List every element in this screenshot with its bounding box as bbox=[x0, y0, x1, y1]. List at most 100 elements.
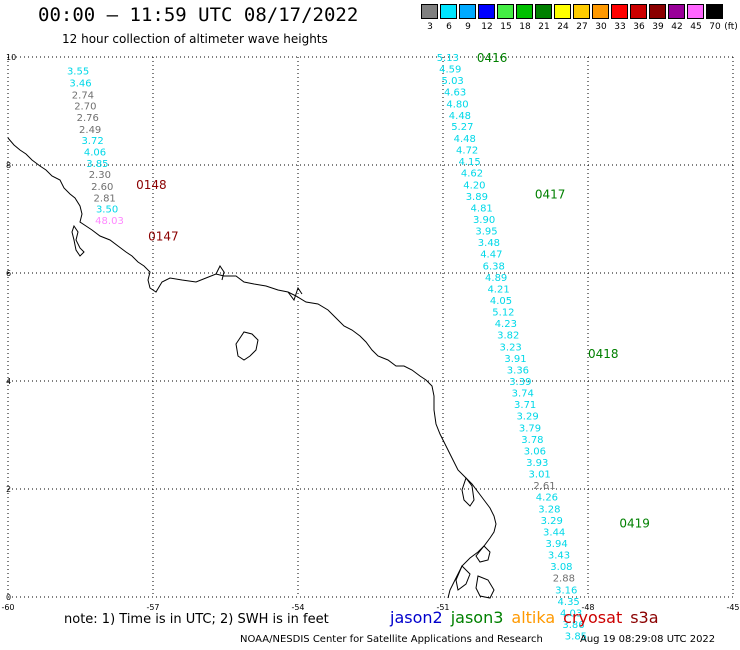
wave-height-value: 3.74 bbox=[512, 388, 534, 399]
coastline bbox=[7, 137, 497, 599]
wave-height-labels: 3.553.462.742.702.762.493.724.063.852.30… bbox=[67, 51, 650, 642]
legend-swatch bbox=[516, 4, 533, 19]
legend-bin-label: 15 bbox=[500, 22, 512, 32]
wave-height-value: 3.28 bbox=[538, 504, 560, 515]
coastline-main bbox=[7, 137, 497, 599]
wave-height-value: 3.36 bbox=[507, 366, 529, 377]
wave-height-value: 3.46 bbox=[69, 78, 91, 89]
latitude-tick-label: 4 bbox=[6, 377, 11, 386]
legend-bin-label: 33 bbox=[614, 22, 626, 32]
legend-swatch bbox=[592, 4, 609, 19]
wave-height-value: 2.49 bbox=[79, 125, 101, 136]
wave-height-value: 3.06 bbox=[524, 447, 546, 458]
satellite-name-cryosat: cryosat bbox=[563, 608, 623, 627]
legend-swatch bbox=[687, 4, 704, 19]
wave-height-value: 3.23 bbox=[500, 342, 522, 353]
wave-height-value: 4.35 bbox=[558, 597, 580, 608]
wave-height-value: 3.95 bbox=[475, 226, 497, 237]
latitude-tick-label: 0 bbox=[6, 593, 11, 602]
lat-lon-grid bbox=[7, 56, 734, 598]
wave-height-value: 4.59 bbox=[439, 64, 461, 75]
credit-line: NOAA/NESDIS Center for Satellite Applica… bbox=[240, 634, 543, 645]
satellite-name-jason2: jason2 bbox=[390, 608, 443, 627]
wave-height-value: 4.20 bbox=[463, 180, 485, 191]
wave-height-value: 2.70 bbox=[74, 102, 96, 113]
wave-height-value: 4.63 bbox=[444, 88, 466, 99]
legend-swatch bbox=[440, 4, 457, 19]
longitude-tick-label: -45 bbox=[726, 603, 739, 612]
wave-height-value: 2.81 bbox=[94, 193, 116, 204]
wave-height-value: 3.90 bbox=[473, 215, 495, 226]
wave-height-value: 3.50 bbox=[96, 205, 118, 216]
wave-height-value: 3.48 bbox=[478, 238, 500, 249]
longitude-tick-label: -51 bbox=[436, 603, 449, 612]
legend-bin-label: 70 bbox=[709, 22, 721, 32]
wave-height-value: 3.85 bbox=[86, 159, 108, 170]
longitude-tick-label: -60 bbox=[1, 603, 14, 612]
wave-height-value: 4.72 bbox=[456, 145, 478, 156]
wave-height-value: 3.91 bbox=[504, 354, 526, 365]
coastline-delta bbox=[475, 545, 491, 563]
wave-height-value: 3.01 bbox=[529, 469, 551, 480]
wave-height-value: 3.94 bbox=[545, 539, 567, 550]
wave-height-value: 3.82 bbox=[497, 331, 519, 342]
wave-height-value: 3.08 bbox=[550, 562, 572, 573]
wave-height-value: 3.78 bbox=[521, 435, 543, 446]
map-title: 00:00 – 11:59 UTC 08/17/2022 bbox=[38, 4, 359, 26]
satellite-name-jason3: jason3 bbox=[450, 608, 504, 627]
coastline-inlet bbox=[215, 265, 225, 281]
legend-swatch bbox=[478, 4, 495, 19]
island bbox=[235, 331, 259, 361]
wave-height-value: 4.05 bbox=[490, 296, 512, 307]
wave-height-value: 4.06 bbox=[84, 148, 106, 159]
legend-bin-label: 30 bbox=[595, 22, 607, 32]
coastline-delta bbox=[455, 565, 471, 591]
wave-height-value: 3.93 bbox=[526, 458, 548, 469]
coastline-delta bbox=[475, 575, 495, 599]
legend-swatch bbox=[497, 4, 514, 19]
wave-height-value: 3.39 bbox=[509, 377, 531, 388]
coastline-delta bbox=[461, 476, 475, 507]
legend-bin-label: 9 bbox=[465, 22, 471, 32]
coastline-inlet bbox=[71, 224, 85, 257]
legend-bin-label: 6 bbox=[446, 22, 452, 32]
wave-height-value: 3.29 bbox=[541, 516, 563, 527]
wave-height-value: 3.72 bbox=[81, 136, 103, 147]
legend-bin-label: 42 bbox=[671, 22, 683, 32]
latitude-tick-label: 6 bbox=[6, 269, 11, 278]
legend-swatch bbox=[421, 4, 438, 19]
longitude-tick-label: -48 bbox=[581, 603, 594, 612]
wave-height-value: 2.88 bbox=[553, 574, 575, 585]
pass-time-label: 0419 bbox=[619, 517, 650, 531]
legend-bin-label: 3 bbox=[427, 22, 433, 32]
wave-height-value: 4.15 bbox=[458, 157, 480, 168]
pass-time-label: 0417 bbox=[535, 188, 566, 202]
longitude-tick-label: -57 bbox=[146, 603, 159, 612]
wave-height-value: 6.38 bbox=[483, 261, 505, 272]
longitude-tick-label: -54 bbox=[291, 603, 304, 612]
legend-swatch bbox=[706, 4, 723, 19]
legend-bin-label: 27 bbox=[576, 22, 588, 32]
wave-height-value: 5.13 bbox=[437, 53, 459, 64]
legend-bin-label: 39 bbox=[652, 22, 664, 32]
legend-swatch bbox=[573, 4, 590, 19]
legend-bin-label: 21 bbox=[538, 22, 550, 32]
wave-height-value: 2.76 bbox=[77, 113, 99, 124]
wave-height-value: 4.21 bbox=[487, 285, 509, 296]
wave-height-value: 4.47 bbox=[480, 250, 502, 261]
wave-height-value: 3.29 bbox=[516, 412, 538, 423]
legend-swatch bbox=[554, 4, 571, 19]
wave-height-value: 4.48 bbox=[449, 111, 471, 122]
satellite-name-s3a: s3a bbox=[630, 608, 659, 627]
wave-height-value: 3.43 bbox=[548, 550, 570, 561]
footer-note: note: 1) Time is in UTC; 2) SWH is in fe… bbox=[64, 612, 329, 627]
pass-time-label: 0418 bbox=[588, 347, 619, 361]
pass-time-label: 0148 bbox=[136, 178, 167, 192]
wave-height-value: 2.74 bbox=[72, 90, 94, 101]
legend-swatch bbox=[668, 4, 685, 19]
latitude-tick-label: 2 bbox=[6, 485, 11, 494]
legend-swatch bbox=[459, 4, 476, 19]
wave-height-value: 3.89 bbox=[466, 192, 488, 203]
pass-time-label: 0147 bbox=[148, 229, 179, 243]
